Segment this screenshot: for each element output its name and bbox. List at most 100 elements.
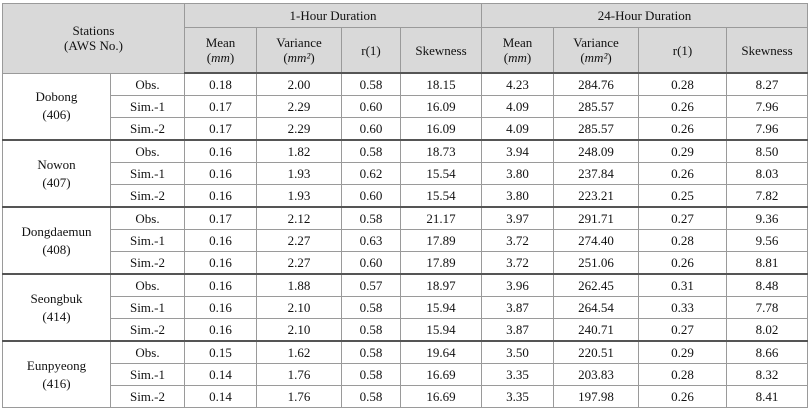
table-row: Nowon (407) Obs. 0.16 1.82 0.58 18.73 3.94 248.0…	[2, 139, 809, 208]
col-header-unit: mm	[211, 50, 230, 65]
value-cell: 220.51	[553, 340, 640, 364]
value-cell: 8.03	[726, 162, 809, 185]
value-cell: 9.36	[726, 206, 809, 230]
station-cell: Eunpyeong (416)	[2, 340, 111, 408]
station-aws-number: (408)	[42, 241, 71, 257]
row-type-cell: Sim.-1	[110, 229, 185, 252]
value-cell: 0.16	[184, 184, 257, 208]
table-row: Seongbuk (414) Obs. 0.16 1.88 0.57 18.97 3.96 26…	[2, 273, 809, 342]
value-cell: 19.64	[399, 340, 483, 364]
col-header-label: Mean	[205, 35, 236, 50]
value-cell: 0.16	[184, 162, 257, 185]
value-cell: 3.72	[481, 229, 555, 252]
value-cell: 0.26	[638, 162, 728, 185]
value-cell: 16.69	[399, 363, 483, 386]
value-cell: 0.60	[341, 251, 401, 275]
value-cell: 1.76	[256, 385, 342, 408]
col-header-r1-1h: r(1)	[341, 27, 401, 74]
value-cell: 8.32	[726, 363, 809, 386]
value-cell: 4.09	[481, 95, 555, 118]
col-header-variance-1h: Variance (mm²)	[256, 27, 342, 74]
value-cell: 0.58	[341, 206, 401, 230]
value-cell: 1.62	[256, 340, 342, 364]
row-type-cell: Sim.-1	[110, 162, 185, 185]
value-cell: 3.87	[481, 318, 555, 342]
value-cell: 0.60	[341, 184, 401, 208]
table-row: Dobong (406) Obs. 0.18 2.00 0.58 18.15 4.23 284.…	[2, 72, 809, 141]
station-aws-number: (416)	[42, 375, 71, 391]
value-cell: 0.60	[341, 95, 401, 118]
value-cell: 18.15	[399, 72, 483, 96]
col-header-mean-24h: Mean (mm)	[481, 27, 555, 74]
value-cell: 7.96	[726, 117, 809, 141]
value-cell: 3.97	[481, 206, 555, 230]
value-cell: 7.82	[726, 184, 809, 208]
table-container: Stations (AWS No.) 1-Hour Duration 24-Ho…	[2, 3, 809, 408]
value-cell: 8.41	[726, 385, 809, 408]
value-cell: 0.16	[184, 296, 257, 319]
row-type-cell: Obs.	[110, 206, 185, 230]
value-cell: 223.21	[553, 184, 640, 208]
value-cell: 0.28	[638, 72, 728, 96]
table-row: Sim.-1 0.16 2.10 0.58 15.94 3.87 264.54 0.33 7.7…	[3, 296, 809, 319]
station-name: Nowon	[37, 156, 76, 172]
station-aws-number: (414)	[42, 308, 71, 324]
station-name: Dongdaemun	[21, 223, 92, 239]
value-cell: 15.94	[399, 318, 483, 342]
value-cell: 0.14	[184, 363, 257, 386]
value-cell: 15.54	[399, 162, 483, 185]
station-aws-number: (407)	[42, 174, 71, 190]
table-row: Sim.-2 0.14 1.76 0.58 16.69 3.35 197.98 0.26 8.4…	[3, 385, 809, 408]
value-cell: 8.66	[726, 340, 809, 364]
value-cell: 8.50	[726, 139, 809, 163]
value-cell: 251.06	[553, 251, 640, 275]
value-cell: 16.69	[399, 385, 483, 408]
row-type-cell: Obs.	[110, 72, 185, 96]
value-cell: 0.58	[341, 318, 401, 342]
value-cell: 0.26	[638, 385, 728, 408]
value-cell: 3.72	[481, 251, 555, 275]
value-cell: 0.62	[341, 162, 401, 185]
value-cell: 248.09	[553, 139, 640, 163]
value-cell: 0.33	[638, 296, 728, 319]
value-cell: 16.09	[399, 117, 483, 141]
col-header-r1-24h: r(1)	[638, 27, 728, 74]
value-cell: 17.89	[399, 251, 483, 275]
statistics-table: Stations (AWS No.) 1-Hour Duration 24-Ho…	[2, 3, 809, 408]
row-type-cell: Sim.-2	[110, 117, 185, 141]
value-cell: 0.14	[184, 385, 257, 408]
stations-header-line1: Stations	[72, 23, 115, 39]
value-cell: 0.57	[341, 273, 401, 297]
value-cell: 197.98	[553, 385, 640, 408]
value-cell: 2.27	[256, 229, 342, 252]
station-cell: Dongdaemun (408)	[2, 206, 111, 275]
table-row: Sim.-1 0.14 1.76 0.58 16.69 3.35 203.83 0.28 8.3…	[3, 363, 809, 386]
value-cell: 240.71	[553, 318, 640, 342]
value-cell: 274.40	[553, 229, 640, 252]
value-cell: 0.58	[341, 296, 401, 319]
value-cell: 1.76	[256, 363, 342, 386]
value-cell: 3.80	[481, 162, 555, 185]
value-cell: 2.12	[256, 206, 342, 230]
value-cell: 1.88	[256, 273, 342, 297]
value-cell: 291.71	[553, 206, 640, 230]
value-cell: 0.63	[341, 229, 401, 252]
value-cell: 0.29	[638, 340, 728, 364]
value-cell: 2.10	[256, 296, 342, 319]
row-type-cell: Obs.	[110, 273, 185, 297]
value-cell: 1.93	[256, 184, 342, 208]
station-cell: Nowon (407)	[2, 139, 111, 208]
value-cell: 0.16	[184, 273, 257, 297]
table-row: Sim.-2 0.16 1.93 0.60 15.54 3.80 223.21 0.25 7.8…	[3, 184, 809, 208]
value-cell: 0.58	[341, 139, 401, 163]
value-cell: 0.28	[638, 229, 728, 252]
value-cell: 0.17	[184, 95, 257, 118]
value-cell: 0.58	[341, 363, 401, 386]
row-type-cell: Sim.-1	[110, 296, 185, 319]
station-cell: Seongbuk (414)	[2, 273, 111, 342]
table-body: Dobong (406) Obs. 0.18 2.00 0.58 18.15 4.23 284.…	[2, 72, 809, 408]
group-header-1hour: 1-Hour Duration	[183, 3, 483, 28]
row-type-cell: Sim.-1	[110, 95, 185, 118]
value-cell: 0.16	[184, 139, 257, 163]
value-cell: 2.29	[256, 117, 342, 141]
